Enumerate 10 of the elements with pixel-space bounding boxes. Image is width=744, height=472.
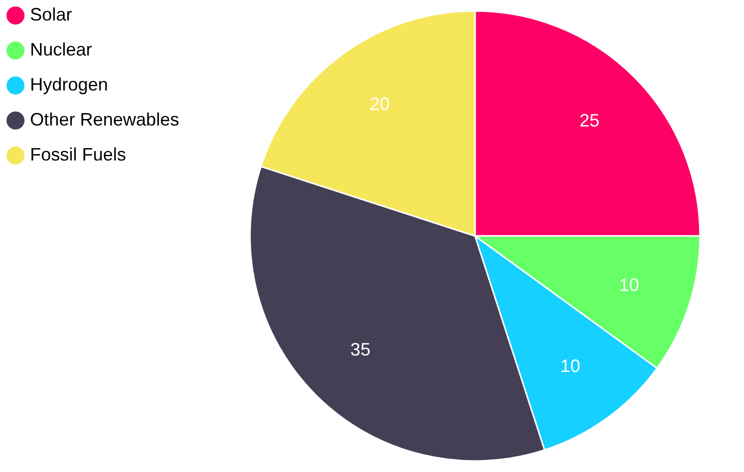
data-label: 10 — [619, 275, 640, 296]
legend-label: Other Renewables — [30, 110, 180, 130]
data-label: 10 — [560, 356, 580, 376]
data-label: 35 — [350, 340, 370, 360]
data-label: 25 — [580, 110, 600, 130]
legend-label: Hydrogen — [30, 74, 108, 94]
legend-label: Solar — [30, 4, 72, 24]
legend-label: Fossil Fuels — [30, 144, 126, 164]
legend-label: Nuclear — [30, 40, 92, 60]
data-label: 20 — [370, 94, 390, 114]
